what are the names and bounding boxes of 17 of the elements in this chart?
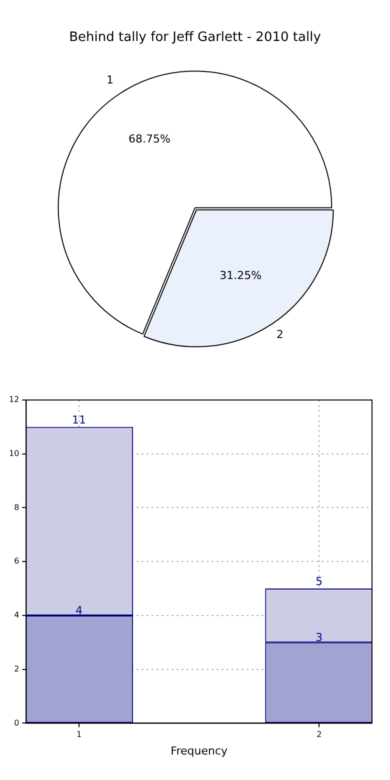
total-label: 11 — [72, 413, 86, 426]
y-tick-label: 8 — [14, 502, 20, 512]
y-tick-label: 6 — [14, 556, 20, 566]
data-label: 4 — [76, 604, 83, 617]
y-tick-label: 10 — [8, 448, 20, 458]
slice-label: 2 — [276, 328, 284, 341]
total-label: 5 — [316, 574, 323, 588]
x-axis-title: Frequency — [170, 744, 228, 758]
y-tick-label: 2 — [14, 664, 20, 674]
y-tick-label: 4 — [14, 610, 20, 620]
data-label: 31.25% — [220, 268, 262, 282]
y-tick-label: 0 — [14, 718, 20, 728]
chart-title: Behind tally for Jeff Garlett - 2010 tally — [69, 30, 322, 46]
y-tick-label: 12 — [8, 395, 20, 404]
slice-label: 1 — [106, 73, 114, 86]
data-label: 3 — [316, 630, 323, 644]
data-label: 68.75% — [128, 132, 170, 146]
